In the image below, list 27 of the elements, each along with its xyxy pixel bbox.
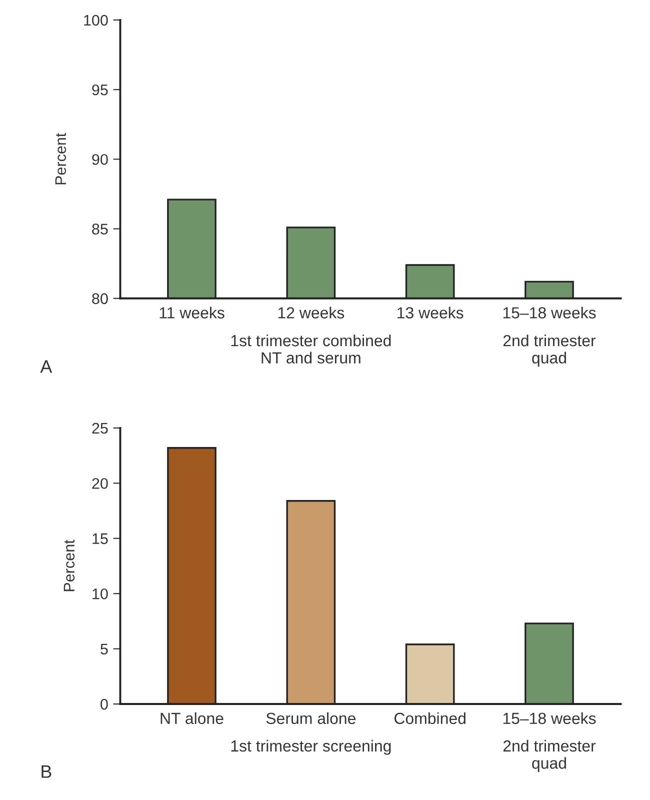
y-tick-label: 100 <box>84 14 108 26</box>
text: 1st trimester screening <box>231 740 391 755</box>
y-tick-label: 10 <box>92 588 108 600</box>
x-tick-label: 12 weeks <box>278 306 344 318</box>
y-tick-label: 0 <box>100 698 108 710</box>
x-tick-label: 11 weeks <box>160 306 224 318</box>
x-tick-label: 15–18 weeks <box>503 306 596 318</box>
y-tick-label: 25 <box>92 422 108 434</box>
y-tick-label: 80 <box>92 293 108 304</box>
x-tick-label: 13 weeks <box>398 306 464 318</box>
text: B <box>42 765 52 778</box>
text: 1st trimester combined NT and serum <box>231 334 391 364</box>
x-tick-label: 15–18 weeks <box>503 712 596 724</box>
y-tick-label: 90 <box>92 154 108 165</box>
y-tick-label: 5 <box>100 644 108 654</box>
y-axis-title: Percent <box>55 132 66 184</box>
y-tick-label: 95 <box>92 84 108 96</box>
y-tick-label: 20 <box>92 478 108 489</box>
y-tick-label: 85 <box>92 224 108 234</box>
text: A <box>40 360 52 373</box>
text: 2nd trimester quad <box>503 334 596 367</box>
x-tick-label: NT alone <box>160 712 224 724</box>
y-axis-title: Percent <box>64 540 75 592</box>
x-tick-label: Serum alone <box>266 712 356 724</box>
text: 2nd trimester quad <box>503 740 596 772</box>
x-tick-label: Combined <box>394 712 466 724</box>
y-tick-label: 15 <box>92 533 108 544</box>
